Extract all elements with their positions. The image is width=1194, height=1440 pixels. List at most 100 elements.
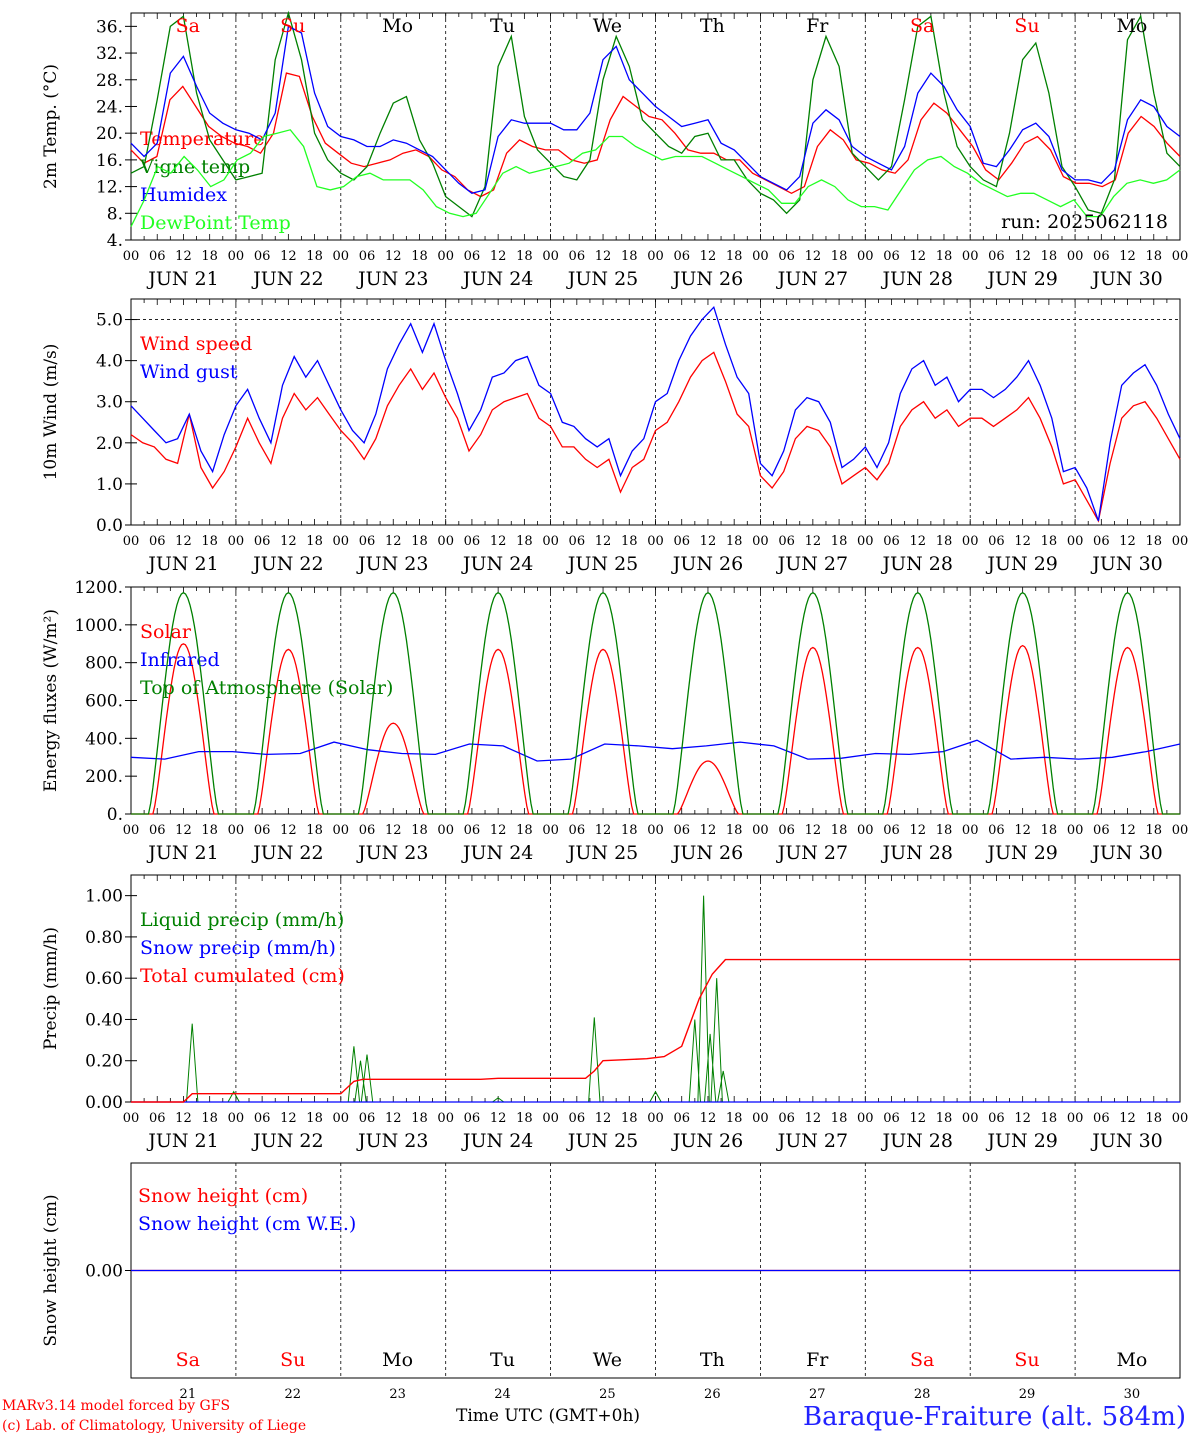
legend-entry: Wind gust bbox=[140, 361, 238, 383]
day-label: JUN 29 bbox=[985, 842, 1057, 864]
day-label: JUN 28 bbox=[881, 268, 953, 290]
hour-tick-label: 00 bbox=[962, 249, 979, 264]
weekday-label: Mo bbox=[382, 1349, 413, 1371]
hour-tick-label: 00 bbox=[962, 1111, 979, 1126]
hour-tick-label: 12 bbox=[385, 1111, 402, 1126]
series-line bbox=[130, 25, 1181, 195]
day-label: JUN 29 bbox=[985, 268, 1057, 290]
day-label: JUN 25 bbox=[566, 842, 638, 864]
hour-tick-label: 12 bbox=[805, 823, 822, 838]
hour-tick-label: 00 bbox=[647, 534, 664, 549]
day-label: JUN 30 bbox=[1090, 842, 1162, 864]
hour-tick-label: 18 bbox=[306, 823, 323, 838]
hour-tick-label: 00 bbox=[437, 1111, 454, 1126]
y-tick-label: 2.0 bbox=[96, 434, 123, 454]
hour-tick-label: 18 bbox=[831, 1111, 848, 1126]
day-label: JUN 24 bbox=[461, 842, 533, 864]
hour-tick-label: 06 bbox=[464, 823, 481, 838]
day-number-label: 22 bbox=[284, 1387, 301, 1402]
hour-tick-label: 00 bbox=[857, 823, 874, 838]
hour-tick-label: 06 bbox=[254, 823, 271, 838]
x-axis-title: Time UTC (GMT+0h) bbox=[456, 1406, 641, 1426]
hour-tick-label: 06 bbox=[988, 823, 1005, 838]
hour-tick-label: 00 bbox=[1067, 249, 1084, 264]
y-tick-label: 400. bbox=[85, 729, 123, 749]
hour-tick-label: 00 bbox=[647, 823, 664, 838]
hour-tick-label: 06 bbox=[254, 1111, 271, 1126]
hour-tick-label: 06 bbox=[254, 249, 271, 264]
hour-tick-label: 12 bbox=[1014, 534, 1031, 549]
hour-tick-label: 12 bbox=[1119, 823, 1136, 838]
hour-tick-label: 18 bbox=[936, 823, 953, 838]
hour-tick-label: 06 bbox=[254, 534, 271, 549]
hour-tick-label: 00 bbox=[333, 249, 350, 264]
hour-tick-label: 18 bbox=[516, 1111, 533, 1126]
hour-tick-label: 12 bbox=[385, 249, 402, 264]
series-line bbox=[130, 351, 1181, 523]
day-number-label: 24 bbox=[494, 1387, 511, 1402]
hour-tick-label: 00 bbox=[437, 249, 454, 264]
legend-entry: Infrared bbox=[140, 649, 220, 671]
hour-tick-label: 18 bbox=[411, 534, 428, 549]
hour-tick-label: 18 bbox=[306, 534, 323, 549]
day-label: JUN 24 bbox=[461, 1130, 533, 1152]
day-label: JUN 30 bbox=[1090, 1130, 1162, 1152]
day-label: JUN 30 bbox=[1090, 268, 1162, 290]
day-label: JUN 21 bbox=[146, 268, 218, 290]
hour-tick-label: 18 bbox=[411, 1111, 428, 1126]
y-tick-label: 0. bbox=[107, 805, 123, 825]
hour-tick-label: 06 bbox=[778, 823, 795, 838]
weekday-label: Fr bbox=[806, 15, 829, 37]
hour-tick-label: 18 bbox=[831, 534, 848, 549]
hour-tick-label: 06 bbox=[569, 1111, 586, 1126]
day-label: JUN 25 bbox=[566, 268, 638, 290]
run-label: run: 2025062118 bbox=[1001, 211, 1168, 233]
hour-tick-label: 12 bbox=[595, 249, 612, 264]
day-label: JUN 23 bbox=[356, 1130, 428, 1152]
day-label: JUN 29 bbox=[985, 553, 1057, 575]
hour-tick-label: 06 bbox=[569, 249, 586, 264]
y-tick-label: 20. bbox=[96, 124, 123, 144]
hour-tick-label: 18 bbox=[516, 534, 533, 549]
hour-tick-label: 06 bbox=[464, 249, 481, 264]
y-axis-title: Snow height (cm) bbox=[41, 1194, 61, 1346]
hour-tick-label: 06 bbox=[359, 823, 376, 838]
weekday-label: Su bbox=[280, 15, 305, 37]
legend-entry: Temperature bbox=[140, 128, 264, 150]
day-number-label: 25 bbox=[599, 1387, 616, 1402]
hour-tick-label: 06 bbox=[988, 1111, 1005, 1126]
day-label: JUN 21 bbox=[146, 1130, 218, 1152]
day-label: JUN 21 bbox=[146, 842, 218, 864]
day-number-label: 29 bbox=[1019, 1387, 1036, 1402]
day-label: JUN 25 bbox=[566, 553, 638, 575]
hour-tick-label: 00 bbox=[1172, 534, 1189, 549]
hour-tick-label: 12 bbox=[175, 823, 192, 838]
hour-tick-label: 06 bbox=[149, 823, 166, 838]
legend-entry: Total cumulated (cm) bbox=[140, 965, 345, 987]
day-label: JUN 27 bbox=[776, 268, 848, 290]
hour-tick-label: 00 bbox=[1067, 534, 1084, 549]
day-label: JUN 26 bbox=[671, 842, 743, 864]
hour-tick-label: 06 bbox=[569, 823, 586, 838]
hour-tick-label: 18 bbox=[201, 823, 218, 838]
hour-tick-label: 00 bbox=[228, 1111, 245, 1126]
hour-tick-label: 18 bbox=[201, 1111, 218, 1126]
series-line bbox=[130, 10, 1181, 218]
hour-tick-label: 00 bbox=[1172, 823, 1189, 838]
hour-tick-label: 00 bbox=[123, 249, 140, 264]
weekday-label: Mo bbox=[1116, 15, 1147, 37]
hour-tick-label: 06 bbox=[673, 534, 690, 549]
y-tick-label: 0.00 bbox=[85, 1093, 123, 1113]
hour-tick-label: 12 bbox=[805, 534, 822, 549]
hour-tick-label: 18 bbox=[306, 1111, 323, 1126]
day-label: JUN 23 bbox=[356, 268, 428, 290]
hour-tick-label: 00 bbox=[228, 534, 245, 549]
series-line bbox=[130, 72, 1181, 198]
hour-tick-label: 00 bbox=[752, 1111, 769, 1126]
hour-tick-label: 12 bbox=[909, 249, 926, 264]
hour-tick-label: 18 bbox=[1041, 823, 1058, 838]
hour-tick-label: 12 bbox=[700, 534, 717, 549]
hour-tick-label: 18 bbox=[1041, 534, 1058, 549]
hour-tick-label: 00 bbox=[542, 1111, 559, 1126]
series-line bbox=[131, 643, 1180, 815]
